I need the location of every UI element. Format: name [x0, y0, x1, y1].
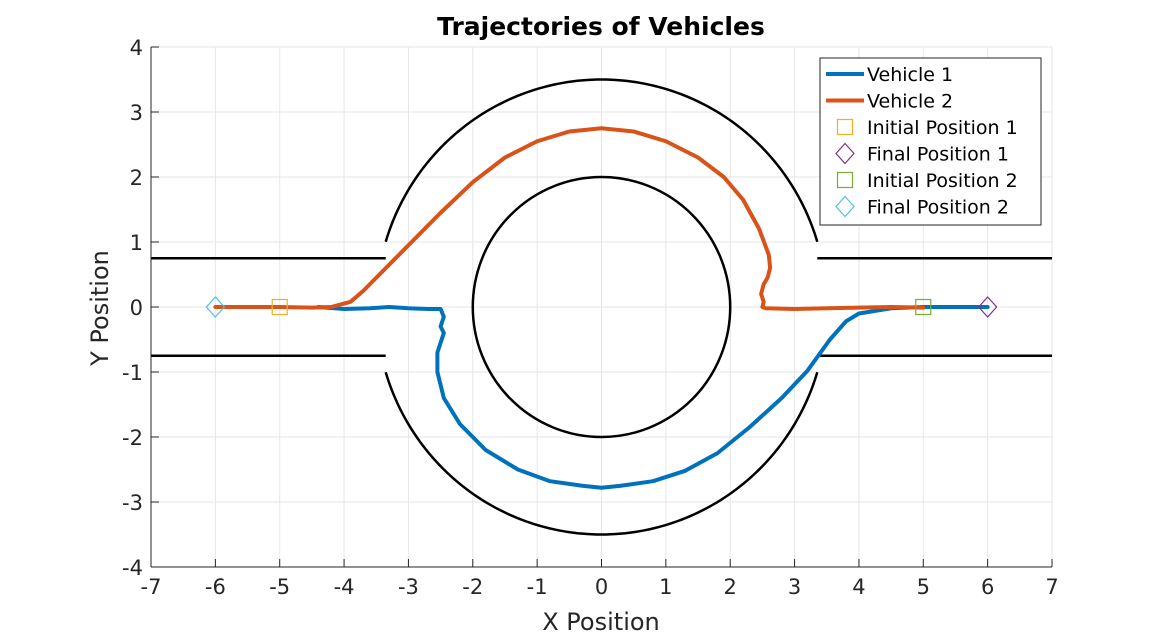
x-tick-label: 7: [1045, 575, 1058, 599]
legend-label-initial-position-1: Initial Position 1: [867, 117, 1018, 139]
x-tick-label: -2: [462, 575, 483, 599]
legend-label-vehicle-2: Vehicle 2: [867, 91, 953, 113]
x-tick-label: -3: [398, 575, 419, 599]
y-tick-label: -3: [122, 491, 143, 515]
y-tick-label: -2: [122, 426, 143, 450]
legend-label-final-position-2: Final Position 2: [867, 197, 1009, 219]
legend-label-initial-position-2: Initial Position 2: [867, 170, 1018, 192]
x-tick-label: 5: [917, 575, 930, 599]
legend-label-vehicle-1: Vehicle 1: [867, 64, 953, 86]
marker-initial-position-2: [915, 298, 932, 316]
y-tick-label: -1: [122, 361, 143, 385]
legend-box: [819, 57, 1042, 226]
y-tick-label: 2: [130, 166, 143, 190]
marker-final-position-1: [977, 296, 998, 318]
series: [213, 126, 990, 490]
marker-final-position-2: [205, 296, 226, 318]
x-tick-label: 3: [788, 575, 801, 599]
legend-swatch-final-position-2: [835, 195, 855, 218]
y-tick-label: 4: [130, 36, 143, 60]
x-tick-label: -6: [205, 575, 226, 599]
legend-swatch-initial-position-2: [836, 171, 854, 189]
series-line-vehicle-2: [213, 126, 926, 311]
x-tick-label: 2: [724, 575, 737, 599]
ticks: -7 -6 -5 -4 -3 -2 -1 0 1 2 3 4 5 6 7 -4 -3 -2 -1 0 1 2 3 4: [122, 36, 1059, 599]
x-tick-label: -1: [527, 575, 548, 599]
series-line-vehicle-1: [316, 305, 990, 490]
legend-label-final-position-1: Final Position 1: [867, 144, 1009, 166]
outer-arc-bottom: [384, 371, 819, 536]
y-tick-label: 1: [130, 231, 143, 255]
track: [151, 78, 1052, 536]
x-tick-label: 6: [981, 575, 994, 599]
x-tick-label: 1: [659, 575, 672, 599]
legend: Vehicle 1 Vehicle 2 Initial Position 1 Fina…: [819, 57, 1042, 226]
x-tick-label: -4: [334, 575, 355, 599]
markers: [205, 296, 998, 318]
x-axis-label: X Position: [542, 608, 660, 636]
inner-circle: [471, 175, 732, 439]
x-tick-label: 0: [595, 575, 608, 599]
y-tick-label: -4: [122, 556, 143, 580]
legend-swatch-initial-position-1: [836, 118, 854, 136]
outer-arc-top: [384, 78, 819, 243]
x-tick-label: -7: [141, 575, 162, 599]
chart-title: Trajectories of Vehicles: [437, 12, 765, 41]
marker-initial-position-1: [271, 298, 288, 316]
legend-swatch-final-position-1: [835, 142, 855, 165]
x-tick-label: -5: [269, 575, 290, 599]
x-tick-label: 4: [852, 575, 865, 599]
y-axis-label: Y Position: [86, 250, 114, 367]
y-tick-label: 3: [130, 101, 143, 125]
y-tick-label: 0: [130, 296, 143, 320]
